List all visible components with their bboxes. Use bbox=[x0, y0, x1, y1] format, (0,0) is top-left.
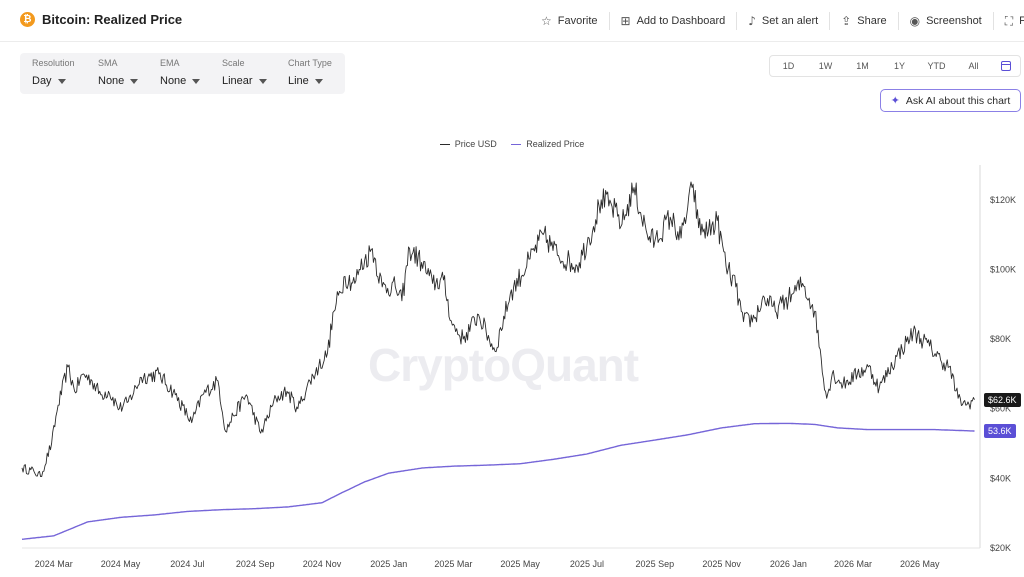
range-1w[interactable]: 1W bbox=[818, 61, 833, 71]
action-label: Full bbox=[1019, 15, 1024, 27]
x-tick-label: 2026 Mar bbox=[834, 559, 872, 569]
chevron-down-icon bbox=[130, 78, 139, 84]
sparkle-icon: ✦ bbox=[890, 94, 900, 107]
ema-label: EMA bbox=[160, 58, 180, 68]
x-tick-label: 2026 May bbox=[900, 559, 940, 569]
y-tick-label: $100K bbox=[990, 264, 1016, 274]
scale-label: Scale bbox=[222, 58, 245, 68]
chart-controls: Resolution Day SMA None EMA None Scale L… bbox=[20, 53, 345, 94]
range-selector: 1D 1W 1M 1Y YTD All bbox=[769, 55, 1021, 77]
favorite-button[interactable]: ☆ Favorite bbox=[530, 12, 610, 30]
scale-select[interactable]: Scale Linear bbox=[222, 58, 267, 89]
full-button[interactable]: ⛶ Full bbox=[994, 12, 1024, 30]
x-tick-label: 2025 May bbox=[500, 559, 540, 569]
series-line-realized-price bbox=[21, 422, 975, 540]
chevron-down-icon bbox=[57, 78, 66, 84]
x-tick-label: 2026 Jan bbox=[770, 559, 807, 569]
add-to-dashboard-button[interactable]: ⊞ Add to Dashboard bbox=[610, 12, 738, 30]
realized-last-value-tag: 53.6K bbox=[984, 424, 1016, 438]
y-tick-label: $120K bbox=[990, 195, 1016, 205]
chart-type-select[interactable]: Chart Type Line bbox=[288, 58, 332, 89]
brand: ₿ Bitcoin: Realized Price bbox=[20, 12, 182, 27]
x-tick-label: 2024 May bbox=[101, 559, 141, 569]
share-button[interactable]: ⇪ Share bbox=[830, 12, 899, 30]
action-label: Share bbox=[857, 15, 887, 27]
set-an-alert-button[interactable]: ♪ Set an alert bbox=[737, 12, 831, 30]
action-label: Favorite bbox=[557, 15, 598, 27]
x-tick-label: 2025 Nov bbox=[702, 559, 741, 569]
resolution-select[interactable]: Resolution Day bbox=[32, 58, 75, 89]
sma-label: SMA bbox=[98, 58, 118, 68]
y-tick-label: $40K bbox=[990, 473, 1011, 483]
range-ytd[interactable]: YTD bbox=[927, 61, 946, 71]
x-tick-label: 2025 Jan bbox=[370, 559, 407, 569]
x-tick-label: 2024 Sep bbox=[236, 559, 275, 569]
ask-ai-button[interactable]: ✦ Ask AI about this chart bbox=[880, 89, 1021, 112]
range-1y[interactable]: 1Y bbox=[893, 61, 905, 71]
legend-item-realized[interactable]: Realized Price bbox=[511, 139, 584, 149]
x-tick-label: 2025 Jul bbox=[570, 559, 604, 569]
action-label: Set an alert bbox=[761, 15, 819, 27]
ask-ai-label: Ask AI about this chart bbox=[905, 94, 1011, 107]
top-header: ₿ Bitcoin: Realized Price ☆ Favorite ⊞ Add … bbox=[0, 0, 1024, 42]
chart-type-label: Chart Type bbox=[288, 58, 332, 68]
legend-label-realized: Realized Price bbox=[526, 139, 585, 150]
resolution-value: Day bbox=[32, 75, 52, 87]
legend-swatch-realized bbox=[511, 143, 522, 145]
x-tick-label: 2025 Sep bbox=[636, 559, 675, 569]
resolution-label: Resolution bbox=[32, 58, 75, 68]
share-icon: ⇪ bbox=[841, 14, 852, 28]
bell-icon: ♪ bbox=[748, 14, 756, 28]
range-all[interactable]: All bbox=[968, 61, 979, 71]
x-tick-label: 2024 Jul bbox=[170, 559, 204, 569]
dashboard-icon: ⊞ bbox=[620, 14, 631, 28]
header-actions: ☆ Favorite ⊞ Add to Dashboard ♪ Set an alert ⇪… bbox=[530, 0, 1024, 42]
legend-item-price[interactable]: Price USD bbox=[439, 139, 497, 150]
bitcoin-icon: ₿ bbox=[20, 12, 35, 27]
sma-value: None bbox=[98, 75, 125, 87]
range-1m[interactable]: 1M bbox=[856, 61, 869, 71]
legend-label-price: Price USD bbox=[454, 139, 497, 150]
y-tick-label: $60K bbox=[990, 404, 1011, 414]
legend-swatch-price bbox=[439, 143, 450, 145]
range-1d[interactable]: 1D bbox=[782, 61, 795, 71]
chart-type-value: Line bbox=[288, 75, 309, 87]
y-tick-label: $20K bbox=[990, 543, 1011, 553]
ema-value: None bbox=[160, 75, 187, 87]
chevron-down-icon bbox=[314, 78, 323, 84]
x-tick-label: 2024 Nov bbox=[303, 559, 342, 569]
star-icon: ☆ bbox=[541, 14, 552, 28]
screenshot-button[interactable]: ◉ Screenshot bbox=[899, 12, 994, 30]
page-title: Bitcoin: Realized Price bbox=[42, 12, 183, 27]
chevron-down-icon bbox=[258, 78, 267, 84]
action-label: Add to Dashboard bbox=[636, 15, 726, 27]
camera-icon: ◉ bbox=[909, 14, 921, 28]
action-label: Screenshot bbox=[926, 15, 982, 27]
chevron-down-icon bbox=[192, 78, 201, 84]
x-tick-label: 2024 Mar bbox=[35, 559, 73, 569]
scale-value: Linear bbox=[222, 75, 253, 87]
y-tick-label: $80K bbox=[990, 334, 1011, 344]
fullscreen-icon: ⛶ bbox=[1004, 14, 1014, 28]
watermark: CryptoQuant bbox=[368, 339, 639, 391]
price-last-value-tag: $62.6K bbox=[984, 392, 1021, 407]
series-line-price-usd bbox=[21, 181, 975, 478]
ema-select[interactable]: EMA None bbox=[160, 58, 201, 89]
sma-select[interactable]: SMA None bbox=[98, 58, 139, 89]
x-tick-label: 2025 Mar bbox=[434, 559, 472, 569]
calendar-icon[interactable] bbox=[992, 61, 1020, 71]
chart-legend: Price USD Realized Price bbox=[0, 137, 1024, 149]
